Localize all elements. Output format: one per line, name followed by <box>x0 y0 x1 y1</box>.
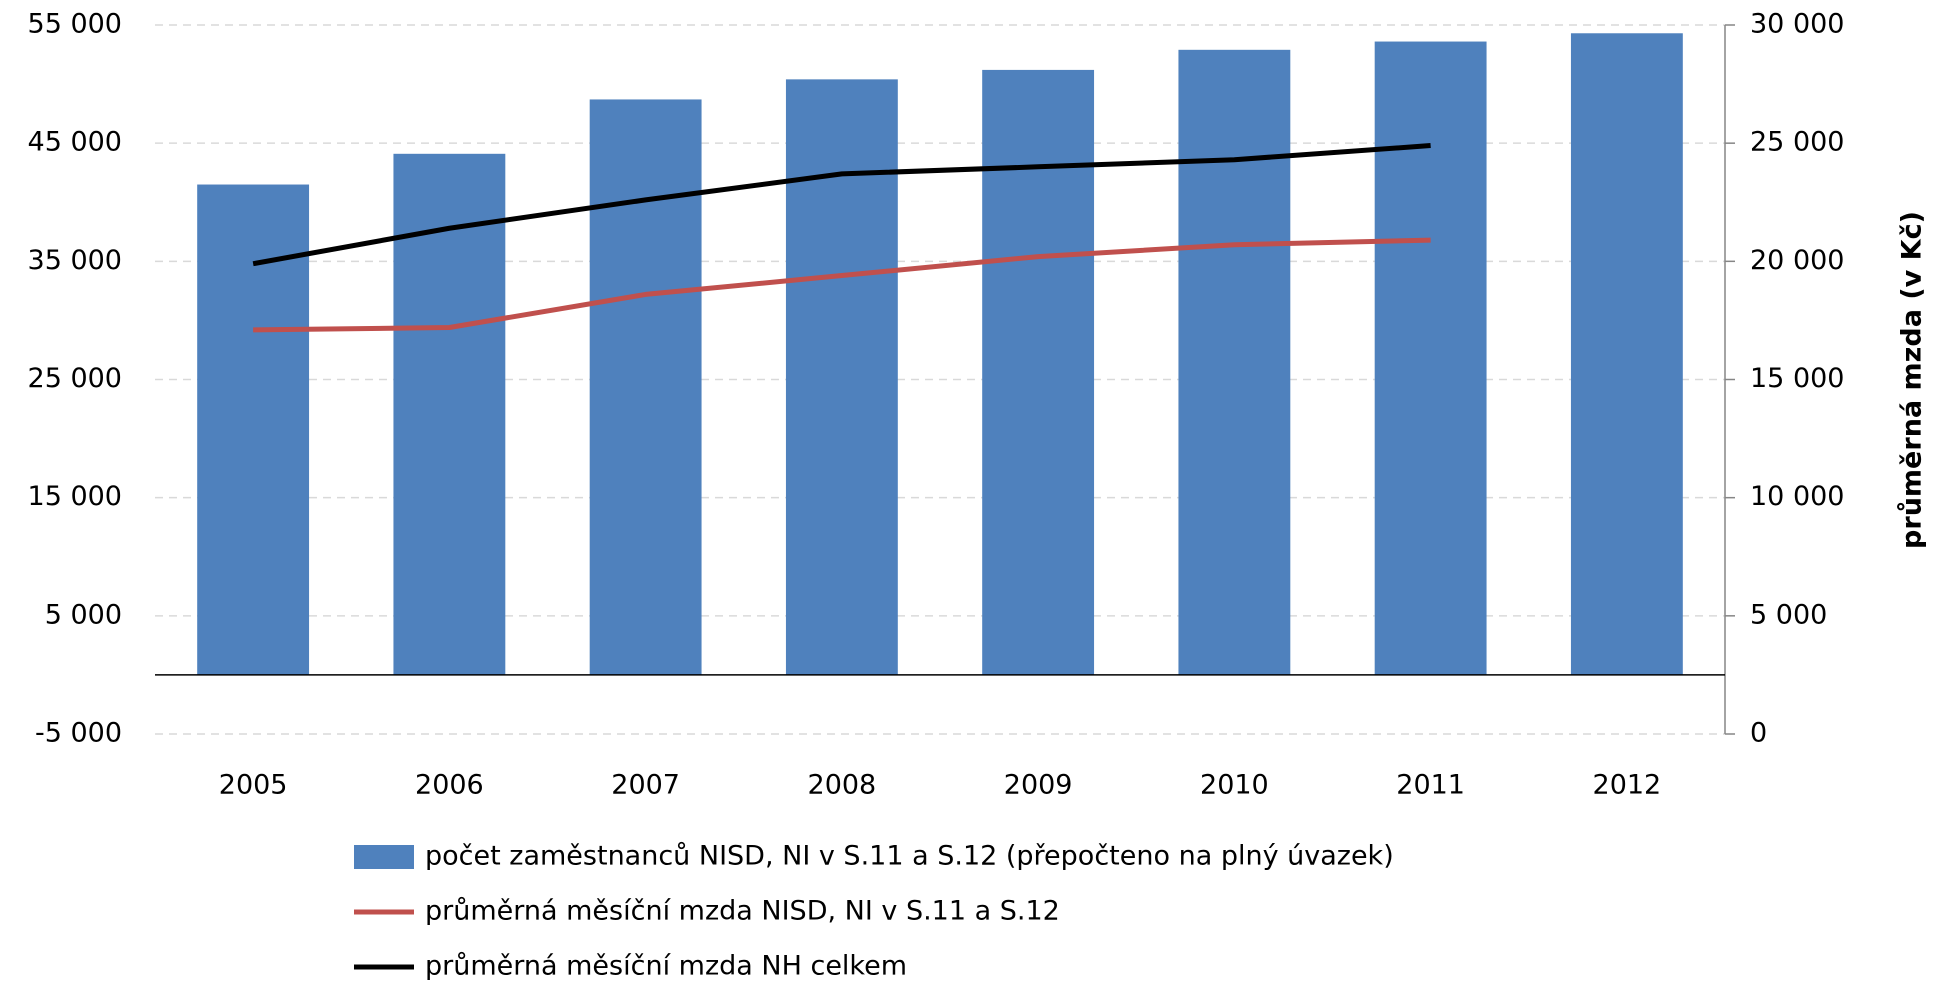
legend-label: průměrná měsíční mzda NISD, NI v S.11 a … <box>425 896 1060 927</box>
bar <box>1178 49 1291 675</box>
y2-tick-label: 5 000 <box>1750 599 1827 630</box>
y-tick-label: -5 000 <box>35 718 122 749</box>
y-tick-label: 5 000 <box>45 599 122 630</box>
y2-tick-label: 25 000 <box>1750 127 1844 158</box>
y-tick-label: 45 000 <box>28 127 122 158</box>
bar <box>982 69 1095 675</box>
bar <box>1570 33 1683 675</box>
x-tick-label: 2011 <box>1396 770 1465 801</box>
line <box>252 143 1431 267</box>
line <box>253 237 1431 333</box>
y-tick-label: 55 000 <box>28 9 122 40</box>
x-tick-label: 2007 <box>611 770 680 801</box>
bar <box>589 99 702 675</box>
x-tick-label: 2010 <box>1200 770 1269 801</box>
bar <box>1374 41 1487 675</box>
y2-tick-label: 15 000 <box>1750 363 1844 394</box>
x-tick-label: 2009 <box>1004 770 1073 801</box>
x-tick-label: 2012 <box>1593 770 1662 801</box>
legend-label: počet zaměstnanců NISD, NI v S.11 a S.12… <box>425 841 1394 872</box>
y-tick-label: 35 000 <box>28 245 122 276</box>
y2-tick-label: 20 000 <box>1750 245 1844 276</box>
bar <box>197 184 310 675</box>
x-tick-label: 2006 <box>415 770 484 801</box>
x-tick-label: 2008 <box>808 770 877 801</box>
y-tick-label: 25 000 <box>28 363 122 394</box>
bar <box>785 79 898 675</box>
y2-axis-label: průměrná mzda (v Kč) <box>1897 211 1928 549</box>
bar <box>393 153 506 675</box>
y-tick-label: 15 000 <box>28 481 122 512</box>
x-tick-label: 2005 <box>219 770 288 801</box>
y2-tick-label: 30 000 <box>1750 9 1844 40</box>
legend-swatch <box>354 845 414 869</box>
y2-tick-label: 0 <box>1750 718 1767 749</box>
y2-tick-label: 10 000 <box>1750 481 1844 512</box>
legend-label: průměrná měsíční mzda NH celkem <box>425 951 907 982</box>
